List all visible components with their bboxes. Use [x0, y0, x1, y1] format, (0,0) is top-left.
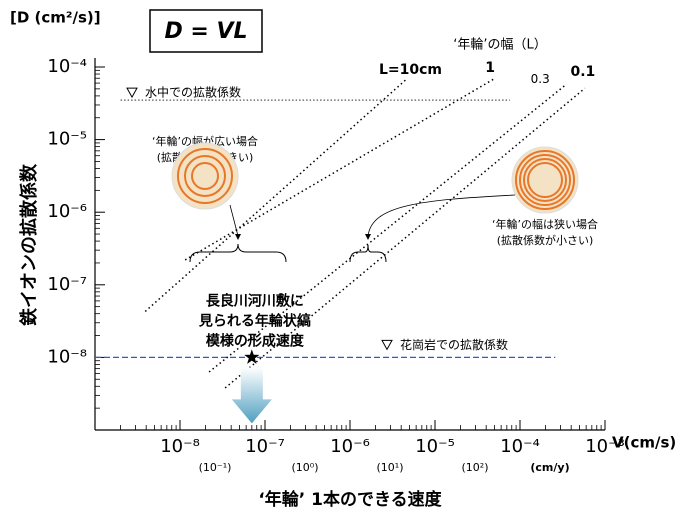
y-tick-label: 10⁻⁶ [47, 201, 87, 222]
reference-label: 水中での拡散係数 [145, 85, 241, 100]
x-tick-label: 10⁻⁴ [500, 436, 540, 457]
y-label: 鉄イオンの拡散係数 [18, 163, 40, 326]
secondary-x-unit: (cm/y) [530, 461, 569, 474]
formula: D = VL [164, 19, 247, 44]
y-tick-label: 10⁻⁸ [47, 346, 87, 367]
series-label: 1 [485, 60, 495, 76]
secondary-x-label: (10⁻¹) [199, 461, 232, 474]
series-label: 0.3 [531, 72, 550, 86]
chart: [D (cm²/s)] D = VL ‘年輪’の幅（L） 鉄イオンの拡散係数 V… [0, 0, 700, 517]
x-tick-label: 10⁻⁶ [330, 436, 370, 457]
x-tick-label: 10⁻⁵ [415, 436, 455, 457]
annotation: ‘年輪’の幅は狭い場合 [492, 217, 598, 231]
point-label: 模様の形成速度 [206, 332, 305, 349]
x-tick-label: 10⁻⁸ [160, 436, 200, 457]
series-label: 0.1 [570, 64, 595, 80]
series-label: L=10cm [379, 62, 442, 78]
brace [350, 245, 386, 262]
point-label: 見られる年輪状縞 [198, 312, 311, 329]
pointer [230, 205, 238, 236]
pointer-head [365, 234, 371, 240]
x-label: ‘年輪’ 1本のできる速度 [258, 489, 442, 510]
annotation: (拡散係数が小さい) [497, 233, 594, 247]
legend-title: ‘年輪’の幅（L） [453, 37, 547, 53]
narrow-ring-icon [512, 147, 578, 213]
x-tick-label: 10⁻⁷ [245, 436, 285, 457]
secondary-x-label: (10²) [462, 461, 489, 474]
secondary-x-label: (10⁰) [292, 461, 319, 474]
reference-label: 花崗岩での拡散係数 [400, 337, 508, 352]
x-tick-label: 10⁻³ [585, 436, 625, 457]
down-arrow [232, 367, 272, 423]
y-unit: [D (cm²/s)] [10, 9, 101, 27]
secondary-x-label: (10¹) [377, 461, 404, 474]
y-tick-label: 10⁻⁵ [47, 129, 87, 150]
wide-ring-icon [172, 143, 238, 209]
brace [190, 244, 286, 262]
y-tick-label: 10⁻⁴ [47, 56, 87, 77]
marker-triangle [127, 88, 137, 97]
pointer-head [235, 234, 241, 240]
point-label: 長良川河川敷に [206, 292, 304, 309]
marker-triangle [382, 340, 392, 349]
y-tick-label: 10⁻⁷ [47, 274, 87, 295]
